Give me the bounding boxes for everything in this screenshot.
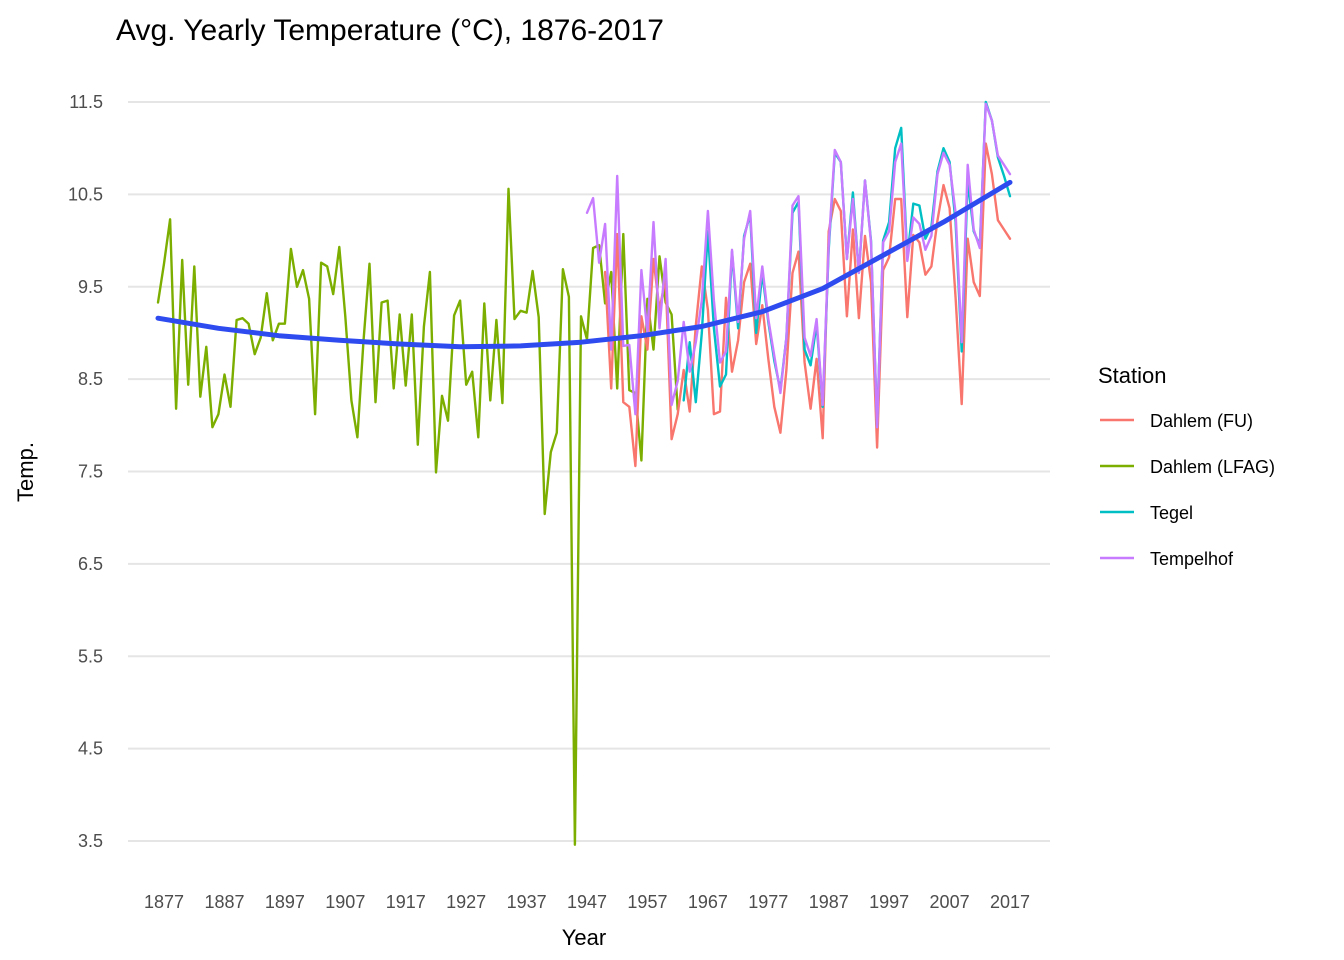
x-tick-label: 1957 xyxy=(627,892,667,912)
legend-label: Tempelhof xyxy=(1150,549,1234,569)
x-tick-label: 1927 xyxy=(446,892,486,912)
y-tick-label: 9.5 xyxy=(78,277,103,297)
y-tick-label: 10.5 xyxy=(68,184,103,204)
x-tick-label: 1987 xyxy=(809,892,849,912)
chart-title: Avg. Yearly Temperature (°C), 1876-2017 xyxy=(116,14,664,47)
x-axis-ticks: 1877 1887 1897 1907 1917 1927 1937 1947 1957 1967… xyxy=(144,892,1030,912)
y-tick-label: 5.5 xyxy=(78,646,103,666)
series-line-dahlem-lfag xyxy=(156,187,679,846)
legend-label: Tegel xyxy=(1150,503,1193,523)
legend-title: Station xyxy=(1098,363,1167,388)
y-axis-title: Temp. xyxy=(13,442,38,502)
legend-label: Dahlem (LFAG) xyxy=(1150,457,1275,477)
y-axis-ticks: 3.5 4.5 5.5 6.5 7.5 8.5 9.5 10.5 11.5 xyxy=(68,92,103,851)
legend-label: Dahlem (FU) xyxy=(1150,411,1253,431)
x-tick-label: 1997 xyxy=(869,892,909,912)
x-tick-label: 1887 xyxy=(204,892,244,912)
legend: Station Dahlem (FU) Dahlem (LFAG) Tegel Tem… xyxy=(1098,363,1275,569)
gridlines xyxy=(128,101,1050,842)
x-tick-label: 1947 xyxy=(567,892,607,912)
x-tick-label: 1967 xyxy=(688,892,728,912)
series-line-dahlem-fu xyxy=(603,142,1012,468)
y-tick-label: 6.5 xyxy=(78,554,103,574)
y-tick-label: 4.5 xyxy=(78,739,103,759)
x-tick-label: 1897 xyxy=(265,892,305,912)
y-tick-label: 11.5 xyxy=(69,92,103,112)
x-axis-title: Year xyxy=(562,925,606,950)
trend-line xyxy=(155,179,1013,350)
y-tick-label: 8.5 xyxy=(78,369,103,389)
y-tick-label: 3.5 xyxy=(78,831,103,851)
x-tick-label: 1977 xyxy=(748,892,788,912)
x-tick-label: 1937 xyxy=(507,892,547,912)
series-lines xyxy=(155,100,1013,846)
x-tick-label: 1907 xyxy=(325,892,365,912)
x-tick-label: 1877 xyxy=(144,892,184,912)
series-line-tempelhof xyxy=(585,102,1012,429)
y-tick-label: 7.5 xyxy=(78,462,103,482)
x-tick-label: 1917 xyxy=(386,892,426,912)
x-tick-label: 2017 xyxy=(990,892,1030,912)
x-tick-label: 2007 xyxy=(930,892,970,912)
